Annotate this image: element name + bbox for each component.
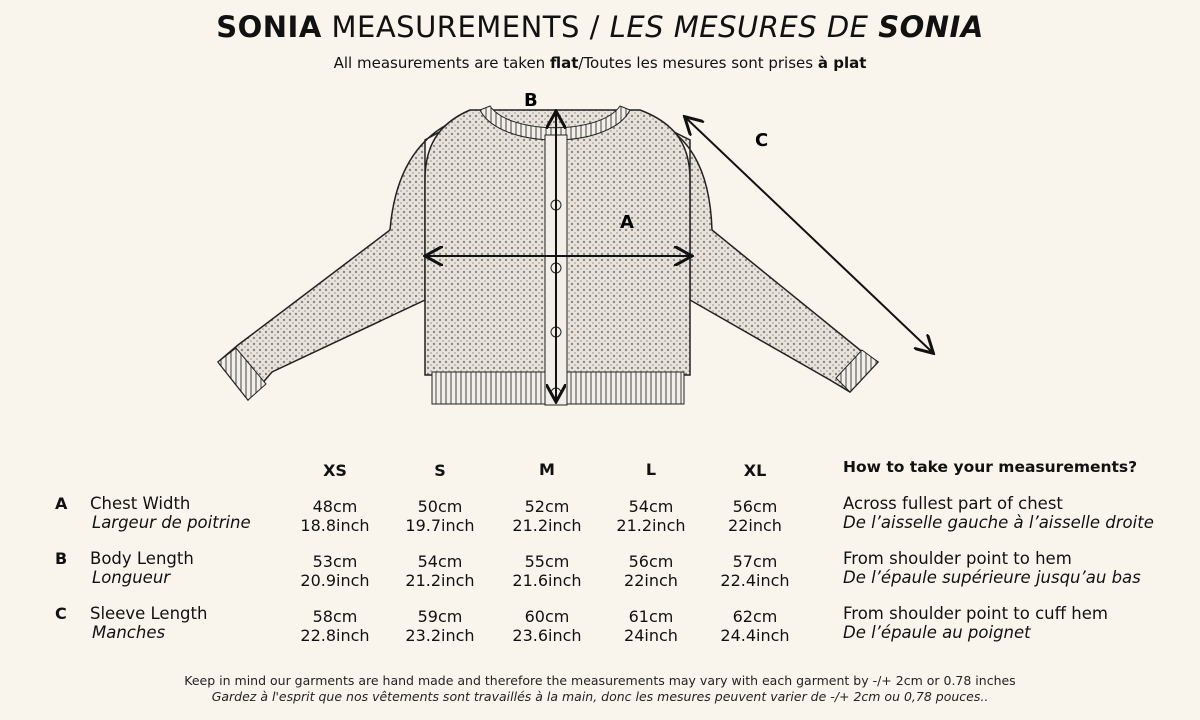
label-a: A <box>620 212 634 233</box>
measurement-cell: 55cm 21.6inch <box>512 552 582 590</box>
row-letter: B <box>55 549 68 568</box>
measurement-cell: 58cm 22.8inch <box>300 607 370 645</box>
row-letter: A <box>55 494 68 513</box>
size-header: S <box>434 461 446 480</box>
size-header: M <box>539 460 555 479</box>
how-to-measure: Across fullest part of chest De l’aissell… <box>843 494 1154 532</box>
measurement-cell: 56cm 22inch <box>728 497 782 535</box>
measurement-cell: 53cm 20.9inch <box>300 552 370 590</box>
measurement-cell: 61cm 24inch <box>624 607 678 645</box>
measurement-name: Sleeve Length Manches <box>90 604 208 642</box>
measurement-cell: 50cm 19.7inch <box>405 497 475 535</box>
row-letter: C <box>55 604 67 623</box>
cardigan-illustration: A B C <box>216 90 960 406</box>
how-to-measure: From shoulder point to hem De l’épaule su… <box>843 549 1141 587</box>
size-header: L <box>645 460 657 479</box>
how-to-title: How to take your measurements? <box>843 458 1138 476</box>
measurement-cell: 60cm 23.6inch <box>512 607 582 645</box>
measurement-cell: 52cm 21.2inch <box>512 497 582 535</box>
page-title: SONIA MEASUREMENTS / LES MESURES DE SONI… <box>216 10 984 44</box>
label-b: B <box>524 90 538 111</box>
subtitle: All measurements are taken flat/Toutes l… <box>333 54 867 72</box>
measurement-name: Chest Width Largeur de poitrine <box>90 494 251 532</box>
label-c: C <box>755 130 768 151</box>
size-header: XS <box>323 461 347 480</box>
arrow-c <box>686 118 932 352</box>
footer-note: Keep in mind our garments are hand made … <box>184 673 1016 704</box>
measurement-cell: 56cm 22inch <box>624 552 678 590</box>
size-header: XL <box>743 461 767 480</box>
measurement-cell: 57cm 22.4inch <box>720 552 790 590</box>
measurement-cell: 48cm 18.8inch <box>300 497 370 535</box>
how-to-measure: From shoulder point to cuff hem De l’épau… <box>843 604 1108 642</box>
measurement-cell: 54cm 21.2inch <box>616 497 686 535</box>
measurement-cell: 59cm 23.2inch <box>405 607 475 645</box>
measurement-cell: 62cm 24.4inch <box>720 607 790 645</box>
left-sleeve <box>216 114 471 402</box>
measurement-cell: 54cm 21.2inch <box>405 552 475 590</box>
measurement-name: Body Length Longueur <box>90 549 194 587</box>
